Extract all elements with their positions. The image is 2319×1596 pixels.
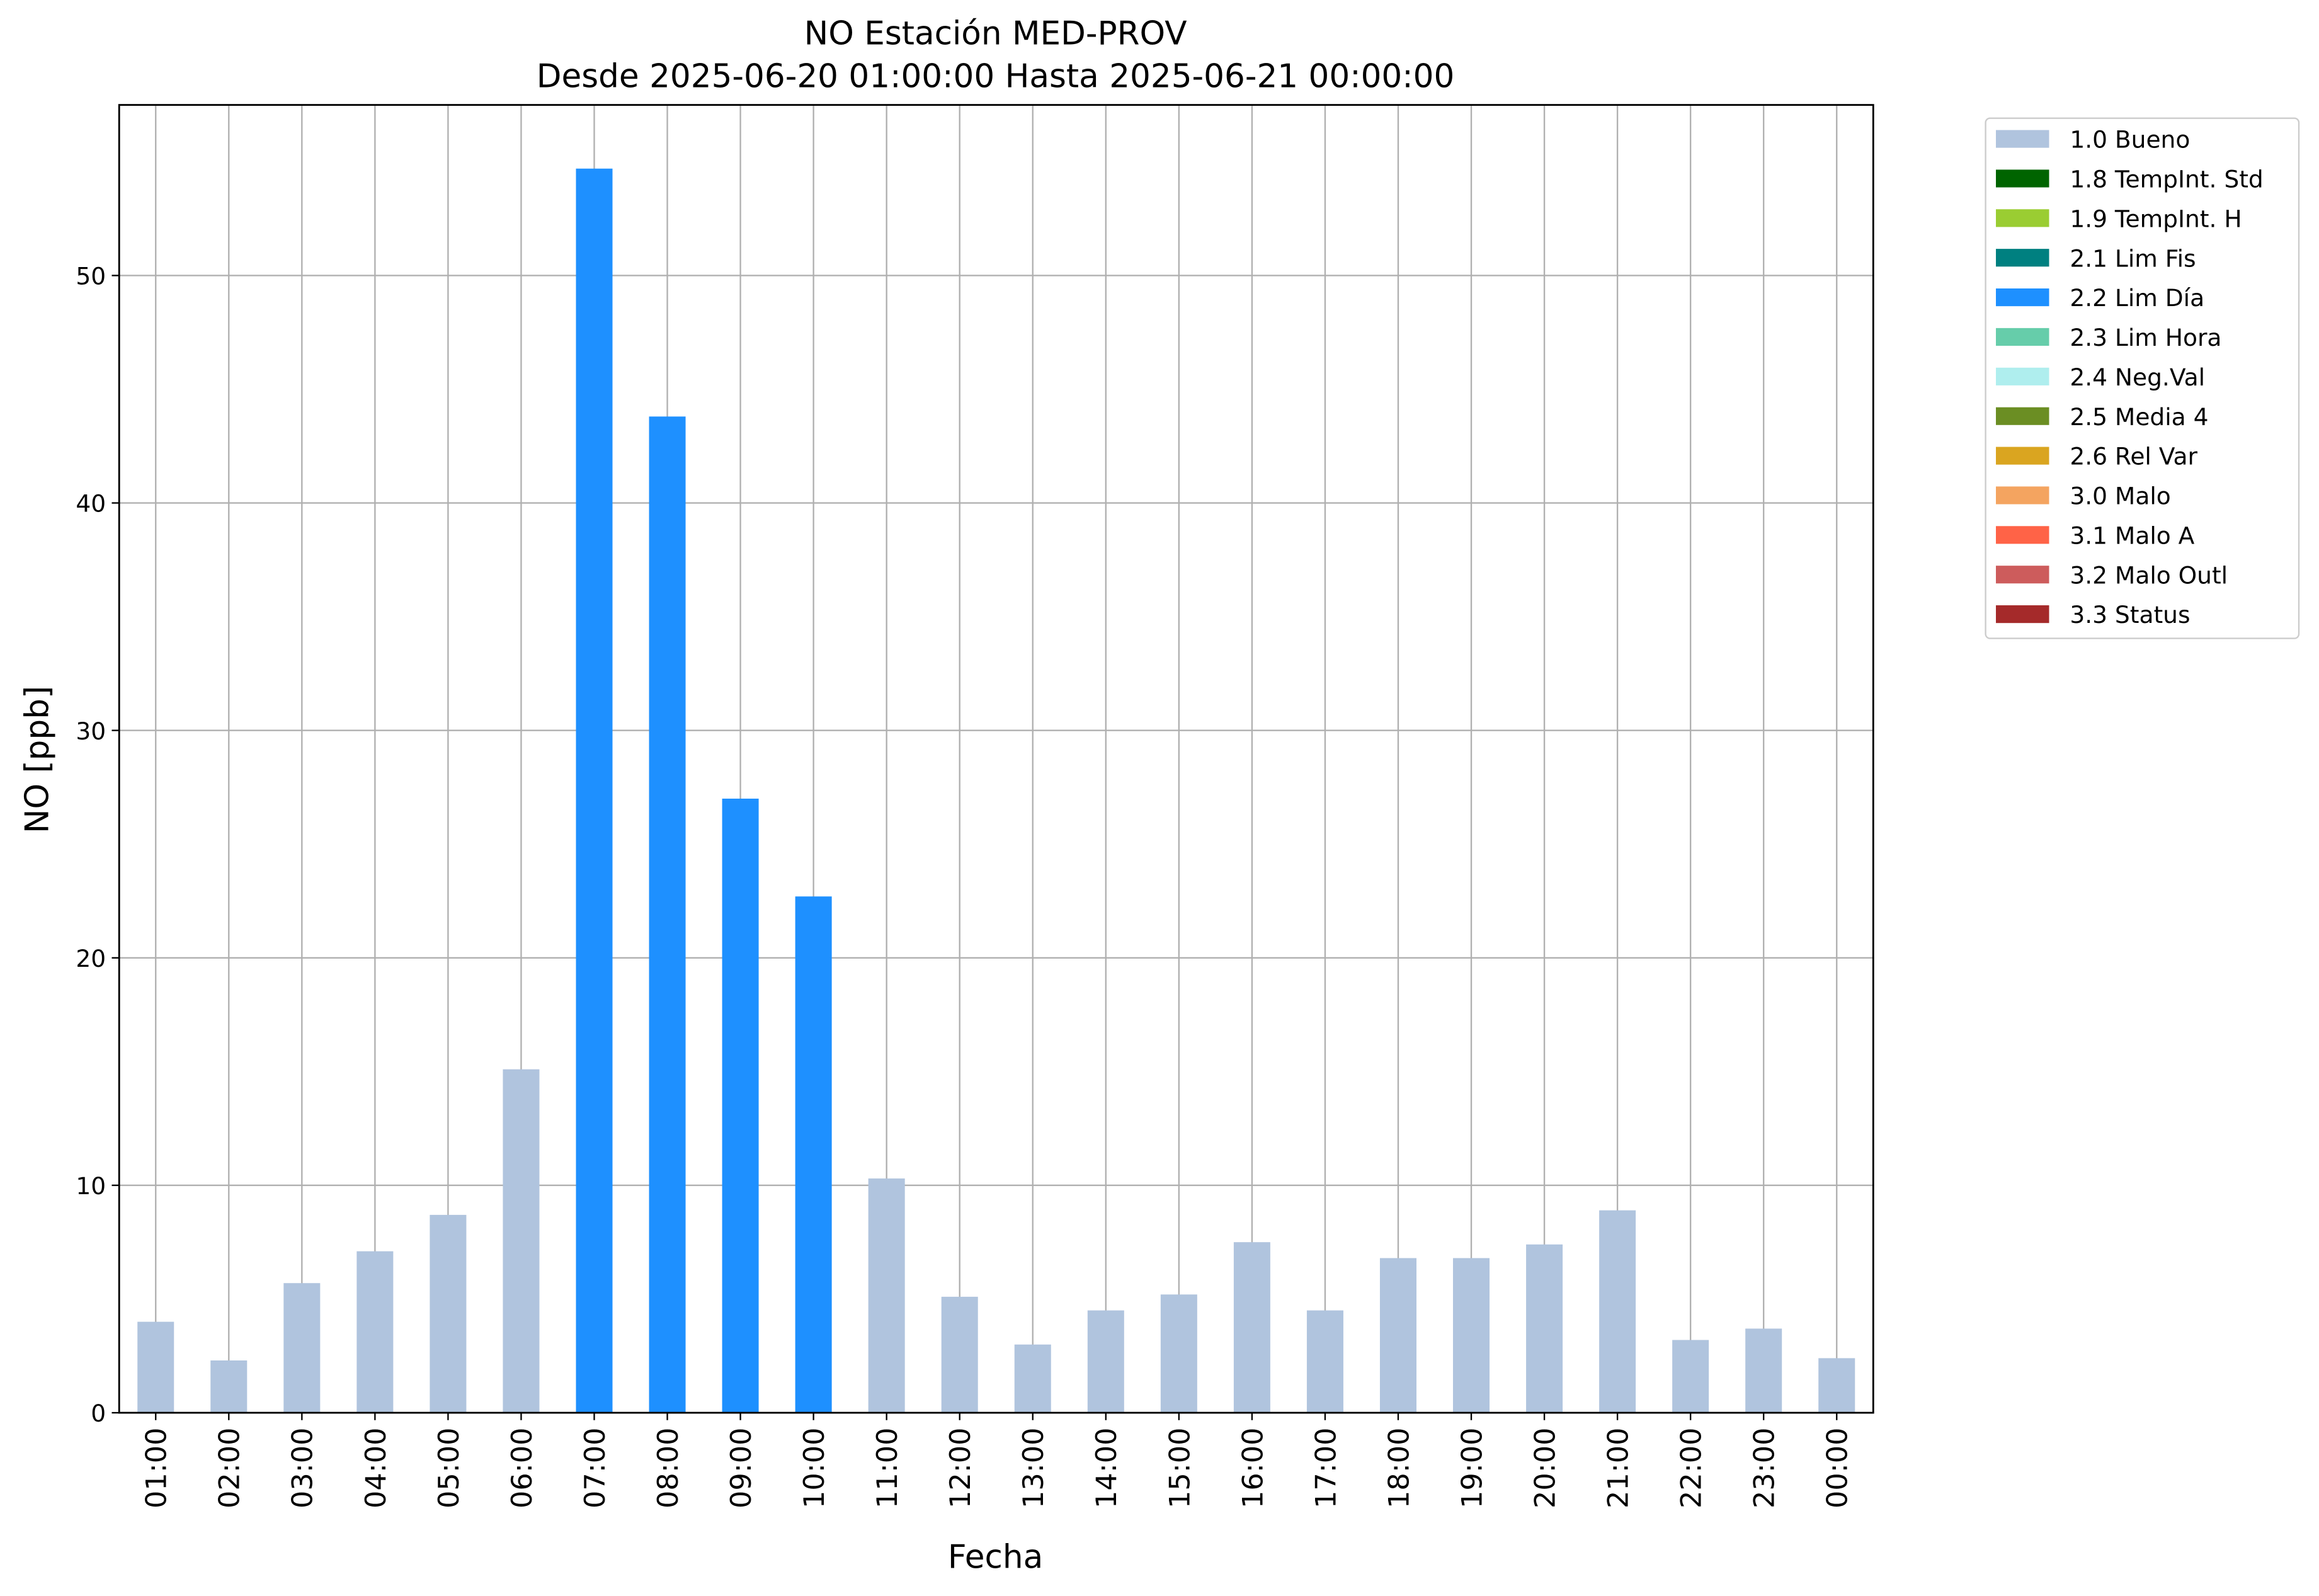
legend-swatch [1996,526,2049,544]
x-tick-label: 19:00 [1456,1428,1488,1508]
y-axis-label: NO [ppb] [19,686,57,833]
legend: 1.0 Bueno 1.8 TempInt. Std 1.9 TempInt. H 2… [1996,126,2264,629]
bar [356,1251,394,1413]
legend-swatch [1996,288,2049,307]
bar [576,168,613,1413]
x-tick-label: 20:00 [1529,1428,1561,1508]
bar [649,416,686,1413]
bar [941,1296,978,1413]
legend-label: 3.3 Status [2070,601,2190,629]
legend-swatch [1996,566,2049,584]
y-tick-label: 10 [76,1172,106,1200]
ticks: 0 10 20 30 40 50 01:00 02:00 03:00 04:00 05:00 06:0… [76,263,1854,1508]
legend-label: 3.1 Malo A [2070,522,2194,549]
bar [283,1283,321,1413]
legend-box [1985,117,2300,639]
legend-swatch [1996,486,2049,504]
x-tick-label: 18:00 [1382,1428,1415,1508]
legend-label: 3.0 Malo [2070,482,2170,510]
x-tick-label: 01:00 [140,1428,173,1508]
bar [503,1069,540,1413]
legend-swatch [1996,209,2049,227]
x-tick-label: 16:00 [1236,1428,1269,1508]
x-axis-label: Fecha [948,1538,1043,1576]
x-tick-label: 08:00 [652,1428,685,1508]
bar [1379,1258,1416,1413]
chart-subtitle: Desde 2025-06-20 01:00:00 Hasta 2025-06-… [537,57,1455,95]
x-tick-label: 09:00 [725,1428,758,1508]
x-tick-label: 11:00 [871,1428,904,1508]
x-tick-label: 03:00 [287,1428,319,1508]
bar [137,1321,174,1413]
x-tick-label: 07:00 [579,1428,612,1508]
x-tick-label: 12:00 [944,1428,977,1508]
x-tick-label: 17:00 [1309,1428,1342,1508]
y-tick-label: 50 [76,263,106,290]
x-tick-label: 23:00 [1748,1428,1781,1508]
bar [1745,1328,1782,1413]
x-tick-label: 22:00 [1675,1428,1708,1508]
bar [1306,1310,1343,1413]
legend-label: 2.2 Lim Día [2070,284,2204,312]
legend-label: 1.0 Bueno [2070,126,2190,154]
legend-swatch [1996,328,2049,346]
bar [868,1178,905,1413]
bar [1453,1258,1490,1413]
x-tick-label: 05:00 [433,1428,465,1508]
bar [722,799,759,1413]
x-tick-label: 10:00 [798,1428,831,1508]
legend-swatch [1996,367,2049,385]
legend-label: 1.8 TempInt. Std [2070,166,2263,193]
legend-swatch [1996,249,2049,267]
y-tick-label: 20 [76,945,106,972]
bars [137,168,1855,1413]
chart-title: NO Estación MED-PROV [804,14,1187,52]
x-tick-label: 00:00 [1821,1428,1854,1508]
x-tick-label: 02:00 [214,1428,246,1508]
legend-swatch [1996,130,2049,148]
y-tick-label: 30 [76,717,106,745]
bar [1087,1310,1124,1413]
x-tick-label: 04:00 [360,1428,392,1508]
x-tick-label: 15:00 [1163,1428,1196,1508]
bar [1599,1210,1636,1413]
legend-label: 2.5 Media 4 [2070,403,2208,431]
bar [1526,1244,1563,1413]
y-tick-label: 0 [91,1399,106,1427]
x-tick-label: 13:00 [1017,1428,1050,1508]
x-tick-label: 14:00 [1090,1428,1123,1508]
bar [430,1214,467,1413]
legend-label: 2.1 Lim Fis [2070,244,2196,272]
legend-label: 2.4 Neg.Val [2070,363,2205,391]
bar [1160,1294,1197,1413]
bar [1014,1344,1051,1413]
legend-label: 2.3 Lim Hora [2070,324,2221,351]
x-tick-label: 21:00 [1602,1428,1635,1508]
legend-swatch [1996,169,2049,188]
bar [1672,1340,1709,1413]
legend-label: 2.6 Rel Var [2070,443,2197,470]
legend-swatch [1996,407,2049,425]
legend-label: 1.9 TempInt. H [2070,205,2242,232]
plot-frame [118,104,1874,1414]
legend-swatch [1996,605,2049,624]
legend-swatch [1996,447,2049,465]
y-tick-label: 40 [76,490,106,518]
bar [1233,1242,1270,1413]
bar [795,896,832,1413]
x-tick-label: 06:00 [506,1428,538,1508]
bar [210,1360,248,1413]
legend-label: 3.2 Malo Outl [2070,561,2228,589]
bar [1818,1358,1855,1413]
